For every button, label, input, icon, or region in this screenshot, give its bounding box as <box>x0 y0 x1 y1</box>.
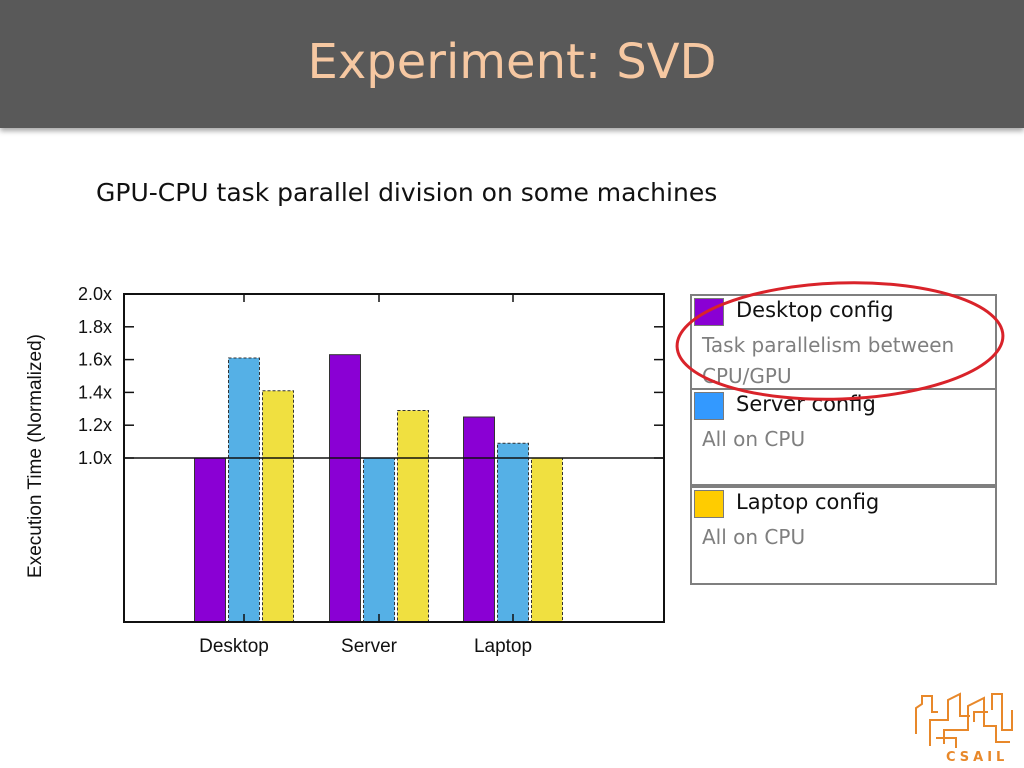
x-tick-label-laptop: Laptop <box>474 636 532 657</box>
bar-desktop-series-2 <box>228 357 260 623</box>
csail-logo-icon <box>915 692 1013 748</box>
legend-laptop: Laptop config All on CPU <box>690 486 997 585</box>
csail-logo-text: CSAIL <box>946 750 1009 765</box>
legend-swatch-server <box>694 392 724 420</box>
slide-title: Experiment: SVD <box>307 34 717 90</box>
legend-desc-laptop: All on CPU <box>702 525 806 549</box>
bar-laptop-series-2 <box>497 442 529 623</box>
highlight-ellipse <box>675 281 1005 401</box>
legend-desktop: Desktop config Task parallelism between … <box>690 294 997 390</box>
title-bar: Experiment: SVD <box>0 0 1024 128</box>
x-tick-label-desktop: Desktop <box>199 636 269 657</box>
y-tick-label: 1.0x <box>78 448 112 468</box>
legend-swatch-laptop <box>694 490 724 518</box>
y-tick-label: 2.0x <box>78 284 112 304</box>
legend-name-desktop: Desktop config <box>736 298 894 322</box>
bar-chart: 2.0x 1.8x 1.6x 1.4x 1.2x 1.0x Desktop Server Lap… <box>25 284 665 657</box>
legend-desc-server: All on CPU <box>702 427 806 451</box>
x-tick-label-server: Server <box>341 636 398 657</box>
bar-server-series-2 <box>363 457 395 623</box>
y-axis-label: Execution Time (Normalized) <box>25 334 46 578</box>
bar-laptop-series-3 <box>531 457 563 623</box>
bar-server-series-3 <box>397 409 429 623</box>
y-tick-label: 1.2x <box>78 415 112 435</box>
legend-name-server: Server config <box>736 392 876 416</box>
bar-server-series-1 <box>329 354 361 623</box>
bar-desktop-series-3 <box>262 390 294 623</box>
legend-name-laptop: Laptop config <box>736 490 880 514</box>
y-tick-label: 1.6x <box>78 350 112 370</box>
slide-subtitle: GPU-CPU task parallel division on some m… <box>96 178 718 207</box>
legend-desc-desktop: Task parallelism between CPU/GPU <box>702 333 955 388</box>
bar-laptop-series-1 <box>463 416 495 623</box>
legend-server: Server config All on CPU <box>690 388 997 486</box>
bar-desktop-series-1 <box>194 457 226 623</box>
y-tick-label: 1.8x <box>78 317 112 337</box>
y-tick-label: 1.4x <box>78 382 112 402</box>
